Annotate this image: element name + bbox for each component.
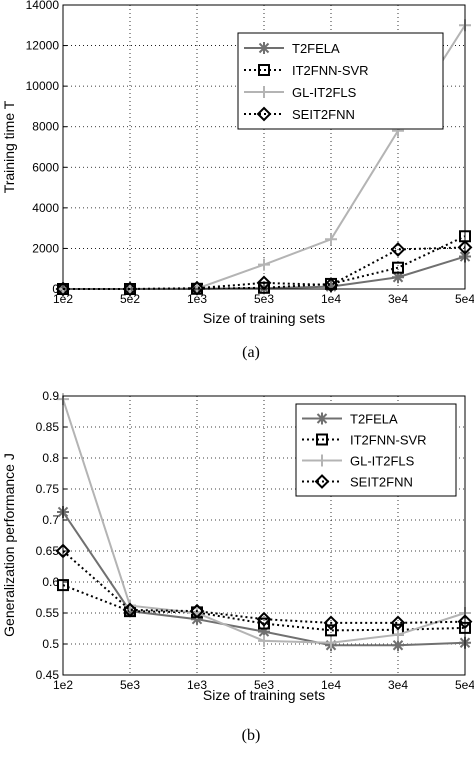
chart-b-y-tick-label: 0.5 — [42, 637, 59, 651]
chart-b-point-gl-it2fls — [392, 628, 404, 641]
chart-b-legend-marker-it2fnn-svr — [316, 433, 328, 446]
chart-b-point-gl-it2fls — [124, 599, 136, 612]
chart-b-legend-label-seit2fnn: SEIT2FNN — [350, 475, 413, 490]
chart-a-legend-label-t2fela: T2FELA — [292, 41, 340, 56]
chart-b-legend-marker-seit2fnn — [314, 474, 330, 489]
chart-a-point-t2fela — [325, 280, 337, 293]
chart-b-series — [55, 393, 473, 652]
chart-a-ticks: 1e2 5e2 1e3 5e3 1e4 3e4 5e4 0 2000 4000 6000 8000 10… — [26, 0, 474, 306]
chart-a-legend-marker-it2fnn-svr — [258, 64, 270, 76]
chart-a-point-seit2fnn — [189, 280, 205, 296]
chart-b-legend: T2FELA IT2FNN-SVR GL-IT2FLS SEIT2FNN — [295, 403, 457, 497]
chart-b-point-gl-it2fls — [325, 636, 337, 649]
chart-b-legend-marker-t2fela — [316, 412, 328, 425]
chart-b-point-seit2fnn — [122, 602, 138, 618]
chart-a-x-tick-label: 1e3 — [187, 292, 207, 306]
chart-b-point-seit2fnn — [390, 615, 406, 631]
chart-b-y-tick-label: 0.7 — [42, 513, 59, 527]
chart-a-x-tick-label: 3e4 — [388, 292, 408, 306]
chart-b-point-it2fnn-svr — [325, 624, 337, 637]
chart-a-y-tick-label: 10000 — [26, 79, 60, 93]
chart-a-y-tick-label: 2000 — [32, 241, 59, 255]
chart-b-y-tick-label: 0.55 — [36, 606, 60, 620]
chart-b-frame — [62, 395, 466, 676]
chart-b-y-tick-label: 0.8 — [42, 451, 59, 465]
chart-b-point-it2fnn-svr — [258, 617, 270, 630]
chart-a-x-tick-label: 5e4 — [455, 292, 474, 306]
chart-a-point-gl-it2fls — [258, 258, 270, 271]
chart-a-point-it2fnn-svr — [392, 261, 404, 274]
chart-a-point-seit2fnn — [122, 281, 138, 297]
chart-a-point-seit2fnn — [390, 242, 406, 257]
chart-b-x-axis-label: Size of training sets — [203, 687, 325, 703]
chart-a-x-axis-label: Size of training sets — [203, 310, 325, 326]
chart-a-legend-marker-seit2fnn — [256, 106, 272, 122]
chart-b-y-tick-label: 0.45 — [36, 668, 60, 682]
chart-a-legend-marker-gl-it2fls — [258, 86, 270, 98]
chart-a-y-tick-label: 6000 — [32, 160, 59, 174]
chart-a-y-tick-label: 14000 — [26, 0, 60, 12]
chart-b-y-tick-label: 0.85 — [36, 420, 60, 434]
chart-b-point-seit2fnn — [256, 611, 272, 627]
chart-b-legend-marker-gl-it2fls — [316, 454, 328, 467]
chart-b-y-tick-label: 0.9 — [42, 389, 59, 403]
chart-a-frame — [62, 4, 466, 290]
chart-a-point-t2fela — [392, 271, 404, 284]
chart-b-point-seit2fnn — [323, 615, 339, 631]
chart-b: 1e2 5e3 1e3 5e3 1e4 3e4 5e4 0.45 0.5 0.55 0.6 0.65 0… — [1, 389, 474, 744]
chart-a-y-tick-label: 12000 — [26, 39, 60, 53]
chart-b-legend-label-t2fela: T2FELA — [350, 412, 398, 427]
chart-a-point-gl-it2fls — [325, 233, 337, 246]
chart-a-x-tick-label: 5e2 — [120, 292, 140, 306]
chart-a-point-seit2fnn — [323, 277, 339, 293]
chart-a-y-tick-label: 8000 — [32, 120, 59, 134]
chart-a-legend-label-it2fnn-svr: IT2FNN-SVR — [292, 63, 369, 78]
chart-b-x-tick-label: 5e4 — [455, 678, 474, 692]
chart-b-point-t2fela — [191, 613, 203, 626]
chart-b-caption: (b) — [242, 727, 261, 744]
chart-b-x-tick-label: 1e4 — [321, 678, 341, 692]
chart-b-legend-label-it2fnn-svr: IT2FNN-SVR — [350, 433, 427, 448]
chart-a-y-tick-label: 4000 — [32, 201, 59, 215]
chart-a-point-seit2fnn — [55, 281, 71, 297]
chart-b-y-tick-label: 0.65 — [36, 544, 60, 558]
chart-b-point-gl-it2fls — [258, 634, 270, 647]
chart-b-x-tick-label: 5e3 — [254, 678, 274, 692]
chart-b-point-seit2fnn — [189, 603, 205, 619]
chart-a-x-tick-label: 5e3 — [254, 292, 274, 306]
chart-a-x-tick-label: 1e2 — [53, 292, 73, 306]
chart-b-ticks: 1e2 5e3 1e3 5e3 1e4 3e4 5e4 0.45 0.5 0.55 0.6 0.65 0… — [36, 389, 474, 692]
chart-b-x-tick-label: 3e4 — [388, 678, 408, 692]
chart-b-y-axis-label: Generalization performance J — [1, 453, 17, 637]
chart-a-legend-label-gl-it2fls: GL-IT2FLS — [292, 85, 357, 100]
chart-b-legend-label-gl-it2fls: GL-IT2FLS — [350, 454, 415, 469]
chart-b-y-tick-label: 0.6 — [42, 575, 59, 589]
chart-b-point-t2fela — [392, 639, 404, 652]
chart-b-x-tick-label: 5e3 — [120, 678, 140, 692]
chart-a-caption: (a) — [242, 344, 260, 361]
chart-a-y-axis-label: Training time T — [1, 100, 17, 193]
chart-a: 1e2 5e2 1e3 5e3 1e4 3e4 5e4 0 2000 4000 6000 8000 10… — [1, 0, 474, 361]
chart-b-y-tick-label: 0.75 — [36, 482, 60, 496]
chart-a-legend: T2FELA IT2FNN-SVR GL-IT2FLS SEIT2FNN — [237, 32, 444, 130]
chart-a-y-tick-label: 0 — [52, 282, 59, 296]
chart-b-x-tick-label: 1e3 — [187, 678, 207, 692]
chart-b-x-tick-label: 1e2 — [53, 678, 73, 692]
chart-a-legend-marker-t2fela — [258, 42, 270, 54]
chart-b-point-t2fela — [258, 625, 270, 638]
chart-a-x-tick-label: 1e4 — [321, 292, 341, 306]
chart-a-legend-label-seit2fnn: SEIT2FNN — [292, 107, 355, 122]
